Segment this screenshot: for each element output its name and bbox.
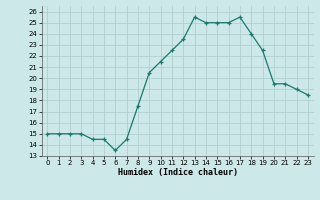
X-axis label: Humidex (Indice chaleur): Humidex (Indice chaleur)	[118, 168, 237, 177]
